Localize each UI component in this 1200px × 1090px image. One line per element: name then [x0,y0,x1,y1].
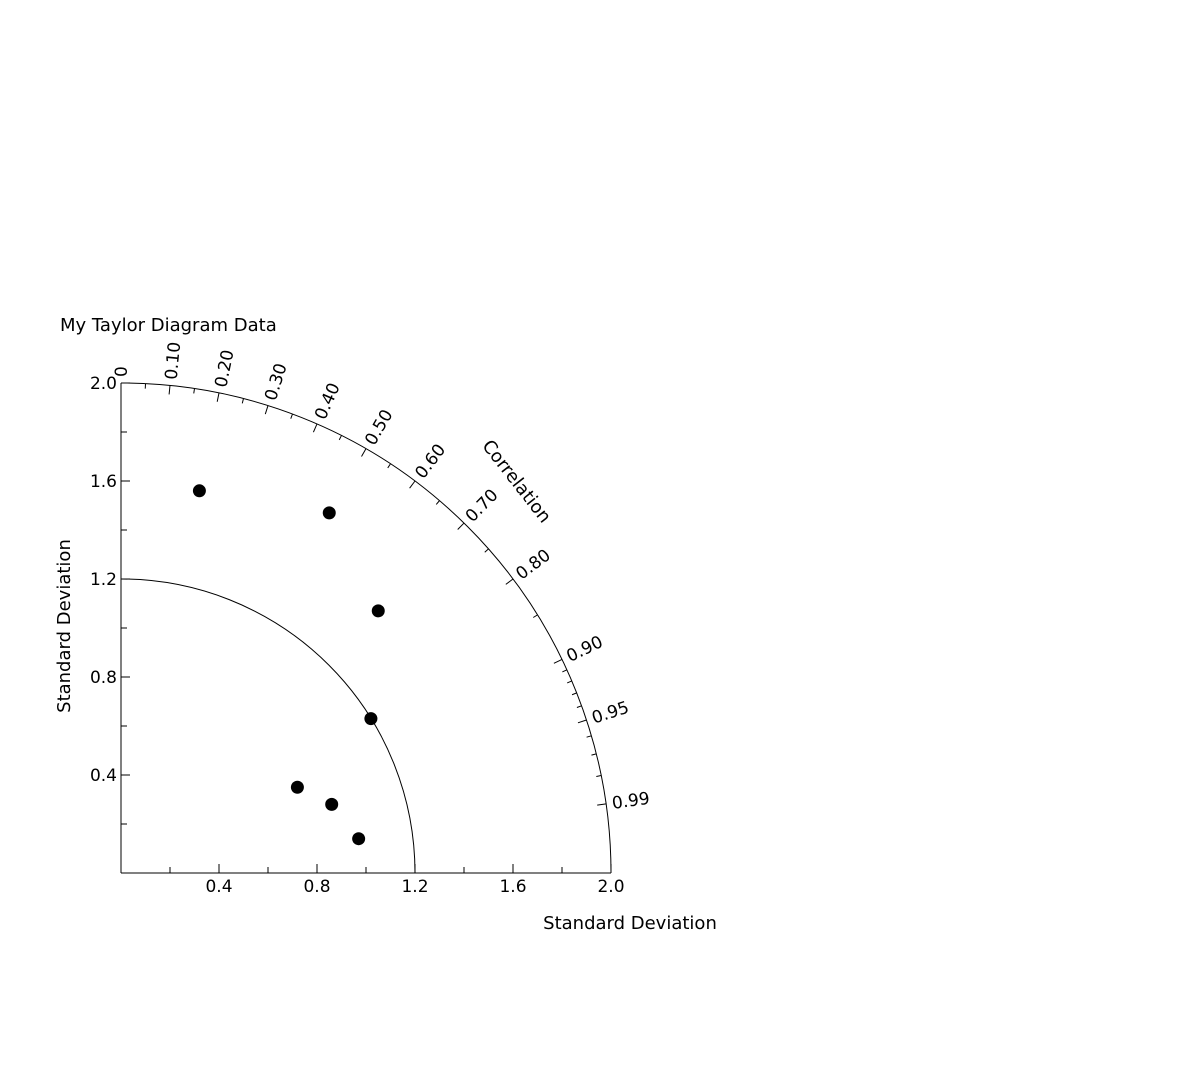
correlation-minor-tick [387,463,391,469]
correlation-ticks: 0 0.10 0.20 0.30 0.40 0.50 0.60 0.700.80 0.90 0.9… [112,341,651,814]
correlation-minor-tick [338,435,342,441]
y-tick-label: 1.6 [90,472,117,492]
data-point [325,797,339,811]
axes [120,382,612,874]
correlation-tick [361,448,367,457]
correlation-axis-title: Correlation [478,436,556,527]
x-tick-label: 0.8 [303,877,330,897]
reference-std-arc [120,578,416,874]
correlation-tick [312,423,318,433]
x-tick-label: 0.4 [205,877,232,897]
correlation-tick-label: 0.50 [361,406,397,449]
y-tick-label: 2.0 [90,374,117,394]
data-point [290,780,304,794]
correlation-minor-tick [484,548,489,553]
correlation-tick [597,803,607,806]
y-tick-label: 1.2 [90,570,117,590]
x-tick-label: 1.2 [401,877,428,897]
correlation-minor-tick [290,413,293,419]
correlation-tick [264,405,269,415]
correlation-minor-tick [435,500,440,505]
correlation-tick-label: 0.99 [611,789,651,814]
x-axis-ticks: 0.4 0.8 1.2 1.6 2.0 [169,864,625,897]
data-point [371,604,385,618]
correlation-minor-tick [591,753,597,756]
correlation-tick [168,385,171,395]
correlation-minor-tick [193,388,195,394]
x-tick-label: 2.0 [597,877,624,897]
correlation-minor-tick [532,614,538,618]
correlation-tick [577,719,587,724]
y-tick-label: 0.8 [90,668,117,688]
x-axis-title: Standard Deviation [543,913,717,934]
correlation-tick-label: 0.95 [589,698,631,729]
correlation-tick [409,480,416,489]
correlation-tick-label: 0.60 [411,441,450,483]
correlation-minor-tick [571,692,577,696]
correlation-minor-tick [567,680,572,684]
correlation-tick [216,392,220,402]
y-axis-ticks: 0.4 0.8 1.2 1.6 2.0 [90,374,130,825]
correlation-tick [553,658,563,664]
correlation-minor-tick [586,735,592,738]
correlation-tick-label: 0.40 [311,380,344,423]
correlation-tick-label: 0.20 [211,348,238,389]
correlation-tick-label: 0.30 [261,361,291,403]
data-point [322,506,336,520]
y-axis-title: Standard Deviation [54,539,75,713]
correlation-minor-tick [596,775,602,777]
correlation-minor-tick [576,705,582,709]
y-tick-label: 0.4 [90,766,117,786]
data-point [364,712,378,726]
correlation-tick-label: 0.90 [563,632,606,666]
data-point [352,832,366,846]
correlation-tick [505,578,514,585]
correlation-tick-label: 0.70 [462,485,503,526]
correlation-tick-label: 0 [112,366,132,377]
correlation-tick-label: 0.10 [162,341,186,381]
correlation-minor-tick [562,669,568,673]
x-tick-label: 1.6 [499,877,526,897]
correlation-tick [457,522,465,530]
outer-std-arc [120,382,612,874]
data-points [192,484,385,846]
data-point [192,484,206,498]
chart-title: My Taylor Diagram Data [60,315,277,336]
correlation-tick-label: 0.80 [512,545,554,584]
correlation-minor-tick [241,398,244,404]
